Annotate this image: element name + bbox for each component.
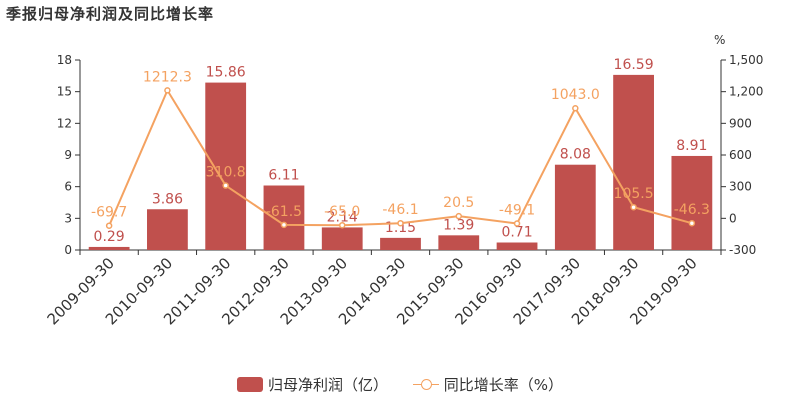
- legend-item-bar[interactable]: 归母净利润（亿）: [236, 374, 388, 395]
- bar-value-label: 3.86: [152, 191, 183, 207]
- bar-value-label: 8.08: [560, 147, 591, 163]
- growth-point: [455, 212, 463, 220]
- bar: [438, 235, 480, 250]
- y-right-unit: %: [714, 33, 725, 47]
- bar-value-label: 15.86: [206, 65, 246, 81]
- growth-value-label: 20.5: [443, 195, 474, 211]
- y-left-tick-label: 12: [57, 116, 72, 130]
- growth-point: [572, 104, 579, 112]
- growth-value-label: 1043.0: [551, 87, 600, 103]
- legend-line-label: 同比增长率（%）: [443, 376, 564, 394]
- bar: [205, 82, 247, 250]
- y-right-tick-label: 0: [729, 211, 737, 225]
- growth-point: [164, 87, 171, 94]
- growth-value-label: 105.5: [614, 186, 654, 202]
- growth-value-label: 1212.3: [143, 69, 192, 85]
- growth-point: [338, 221, 346, 229]
- legend-bar-label: 归母净利润（亿）: [267, 376, 388, 394]
- growth-value-label: -49.1: [499, 203, 535, 219]
- growth-value-label: -69.7: [91, 205, 127, 221]
- y-right-tick-label: 1,500: [729, 53, 763, 67]
- y-right-tick-label: 600: [729, 148, 752, 162]
- bar: [671, 155, 713, 250]
- y-left-tick-label: 9: [64, 148, 72, 162]
- bar-value-label: 0.71: [501, 225, 532, 241]
- bar: [263, 185, 305, 250]
- bar: [88, 246, 130, 250]
- growth-point: [688, 219, 696, 227]
- y-right-tick-label: 300: [729, 180, 752, 194]
- legend-bar-swatch: [236, 377, 263, 392]
- bar: [380, 237, 421, 250]
- growth-value-label: 310.8: [206, 165, 246, 181]
- bar: [147, 209, 188, 250]
- growth-point: [630, 203, 637, 211]
- y-left-tick-label: 15: [57, 85, 72, 99]
- y-right-tick-label: 1,200: [729, 85, 763, 99]
- bar: [496, 242, 538, 250]
- y-right-tick-label: -300: [729, 243, 756, 257]
- bar: [554, 164, 596, 250]
- y-left-tick-label: 3: [64, 211, 72, 225]
- chart-title: 季报归母净利润及同比增长率: [6, 5, 215, 23]
- growth-point: [222, 182, 229, 189]
- y-right-tick-label: 900: [729, 116, 752, 130]
- growth-point: [513, 220, 521, 227]
- growth-value-label: -46.3: [674, 202, 710, 218]
- growth-value-label: -65.0: [324, 204, 360, 220]
- bar-value-label: 2.14: [327, 209, 358, 225]
- growth-point: [280, 221, 288, 229]
- bar-value-label: 16.59: [614, 57, 654, 73]
- growth-point: [105, 222, 113, 229]
- bar-value-label: 1.39: [443, 217, 474, 233]
- growth-value-label: -46.1: [382, 202, 418, 218]
- legend-item-line[interactable]: 同比增长率（%）: [412, 374, 564, 395]
- bar: [321, 227, 363, 250]
- legend: 归母净利润（亿） 同比增长率（%）: [0, 374, 800, 396]
- legend-line-swatch: [412, 377, 439, 392]
- bar-value-label: 6.11: [268, 168, 299, 184]
- bar-value-label: 8.91: [676, 138, 707, 154]
- y-left-tick-label: 0: [64, 243, 72, 257]
- growth-value-label: -61.5: [266, 204, 302, 220]
- y-left-tick-label: 18: [57, 53, 72, 67]
- growth-point: [397, 219, 404, 227]
- bar-value-label: 0.29: [94, 229, 125, 245]
- y-left-tick-label: 6: [64, 180, 72, 194]
- bar: [613, 74, 654, 250]
